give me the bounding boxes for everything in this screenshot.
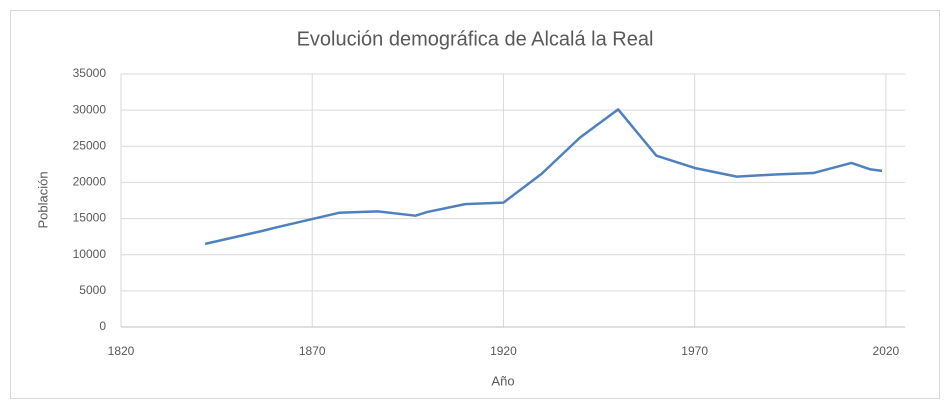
y-tick-label: 35000 [73,66,107,80]
y-tick-label: 0 [99,319,106,333]
x-tick-label: 1820 [108,344,135,358]
y-tick-label: 20000 [73,175,107,189]
y-tick-label: 10000 [73,247,107,261]
y-tick-label: 25000 [73,138,107,152]
line-series [204,108,883,246]
y-tick-label: 15000 [73,211,107,225]
y-tick-label: 5000 [79,283,106,297]
x-tick-label: 2020 [873,344,900,358]
x-tick-label: 1970 [681,344,708,358]
x-axis-label: Año [491,373,514,388]
x-tick-label: 1920 [490,344,517,358]
y-axis-label: Población [35,171,50,228]
x-tick-label: 1870 [299,344,326,358]
chart-title: Evolución demográfica de Alcalá la Real [297,28,654,50]
y-tick-label: 30000 [73,102,107,116]
